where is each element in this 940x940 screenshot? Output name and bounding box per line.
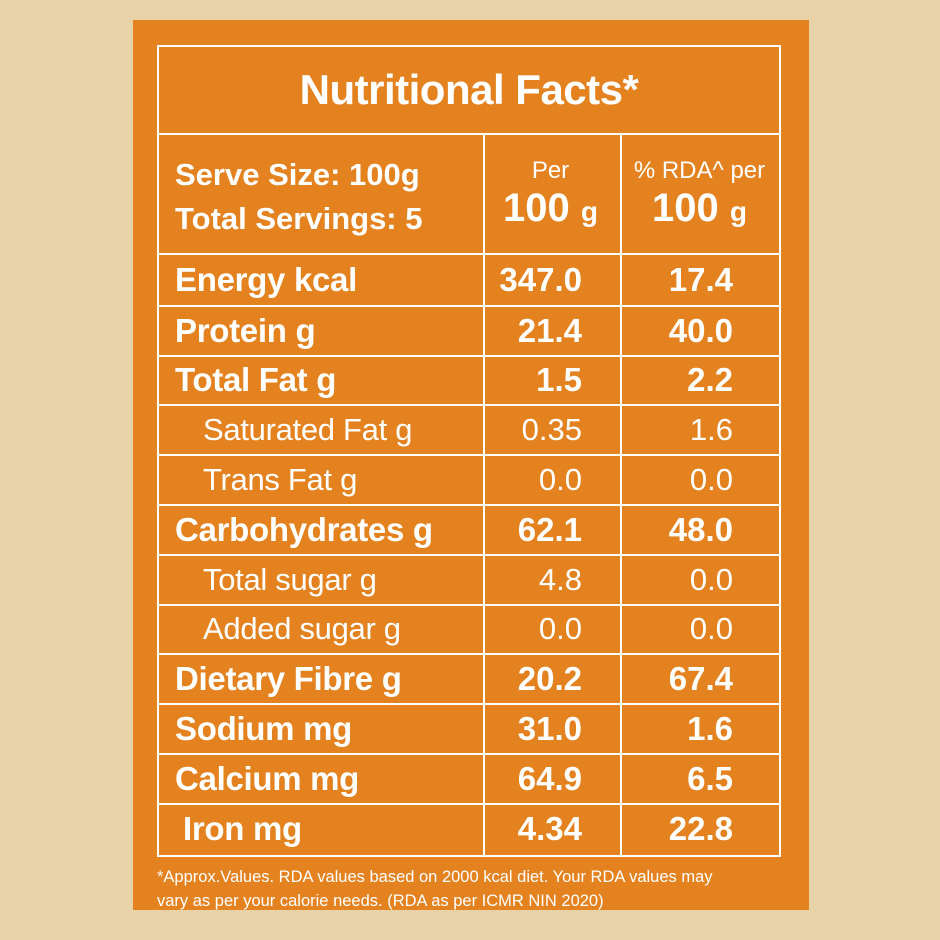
nutrient-name: Calcium mg [175,759,360,797]
per-value: 20.2 [517,660,582,698]
nutrient-name: Added sugar g [203,611,401,647]
nutrient-name: Carbohydrates g [175,510,433,548]
rda-value: 0.0 [689,462,733,498]
rda-value: 67.4 [668,660,733,698]
nutrient-rows: Energy kcal 347.0 17.4 Protein g 21.4 40… [159,255,779,853]
table-row: Carbohydrates g 62.1 48.0 [159,503,779,554]
table-row: Energy kcal 347.0 17.4 [159,255,779,305]
per-value: 21.4 [517,311,582,349]
per-label: Per [531,157,570,184]
per-value: 1.5 [536,361,582,399]
rda-value: 48.0 [668,510,733,548]
per-amount-value: 100 [503,186,570,230]
per-value: 347.0 [499,260,582,298]
nutrient-name: Total Fat g [175,361,337,399]
rda-value: 6.5 [687,759,733,797]
rda-header: % RDA^ per 100 g [620,157,779,235]
per-value: 62.1 [517,510,582,548]
nutrition-facts-card: Nutritional Facts* Serve Size: 100g Tota… [133,20,809,910]
table-row: Calcium mg 64.9 6.5 [159,752,779,803]
rda-value: 0.0 [689,611,733,647]
table-row: Trans Fat g 0.0 0.0 [159,454,779,504]
rda-value: 40.0 [668,311,733,349]
table-row: Dietary Fibre g 20.2 67.4 [159,653,779,703]
rda-value: 22.8 [668,809,733,847]
per-value: 0.35 [521,412,582,448]
column-divider [620,135,622,857]
nutrient-name: Sodium mg [175,710,352,748]
table-row: Iron mg 4.34 22.8 [159,802,779,853]
nutrient-name: Total sugar g [203,561,377,597]
nutrient-name: Iron mg [183,809,302,847]
nutrient-name: Saturated Fat g [203,412,413,448]
table-header: Serve Size: 100g Total Servings: 5 Per 1… [159,135,779,255]
per-amount: 100 g [483,185,618,235]
nutrient-name: Protein g [175,311,316,349]
rda-value: 0.0 [689,561,733,597]
rda-value: 1.6 [687,710,733,748]
table-row: Total sugar g 4.8 0.0 [159,553,779,604]
per-value: 4.34 [517,809,582,847]
nutrient-name: Trans Fat g [203,462,358,498]
table-row: Total Fat g 1.5 2.2 [159,354,779,405]
column-divider [483,135,485,857]
per-value: 0.0 [538,462,582,498]
per-amount-unit: g [580,196,598,227]
total-servings: Total Servings: 5 [175,201,423,236]
table-row: Saturated Fat g 0.35 1.6 [159,404,779,454]
table-title: Nutritional Facts* [159,47,779,135]
rda-value: 2.2 [687,361,733,399]
rda-amount: 100 g [620,185,779,235]
table-row: Protein g 21.4 40.0 [159,304,779,355]
rda-value: 1.6 [689,412,733,448]
serving-info: Serve Size: 100g Total Servings: 5 [175,153,423,241]
per-value: 4.8 [538,561,582,597]
footnote-line: *Approx.Values. RDA values based on 2000… [157,868,713,886]
rda-amount-unit: g [729,196,747,227]
per-value: 64.9 [517,759,582,797]
rda-label: % RDA^ per [633,157,766,184]
per-100g-header: Per 100 g [483,157,618,235]
nutrient-name: Dietary Fibre g [175,660,402,698]
nutrition-table: Nutritional Facts* Serve Size: 100g Tota… [157,45,781,857]
rda-amount-value: 100 [652,186,719,230]
per-value: 31.0 [517,710,582,748]
table-row: Sodium mg 31.0 1.6 [159,703,779,753]
per-value: 0.0 [538,611,582,647]
footnote-line: vary as per your calorie needs. (RDA as … [157,892,604,910]
serve-size: Serve Size: 100g [175,157,420,192]
table-row: Added sugar g 0.0 0.0 [159,603,779,654]
nutrient-name: Energy kcal [175,260,357,298]
footnote: *Approx.Values. RDA values based on 2000… [157,865,787,913]
rda-value: 17.4 [668,260,733,298]
